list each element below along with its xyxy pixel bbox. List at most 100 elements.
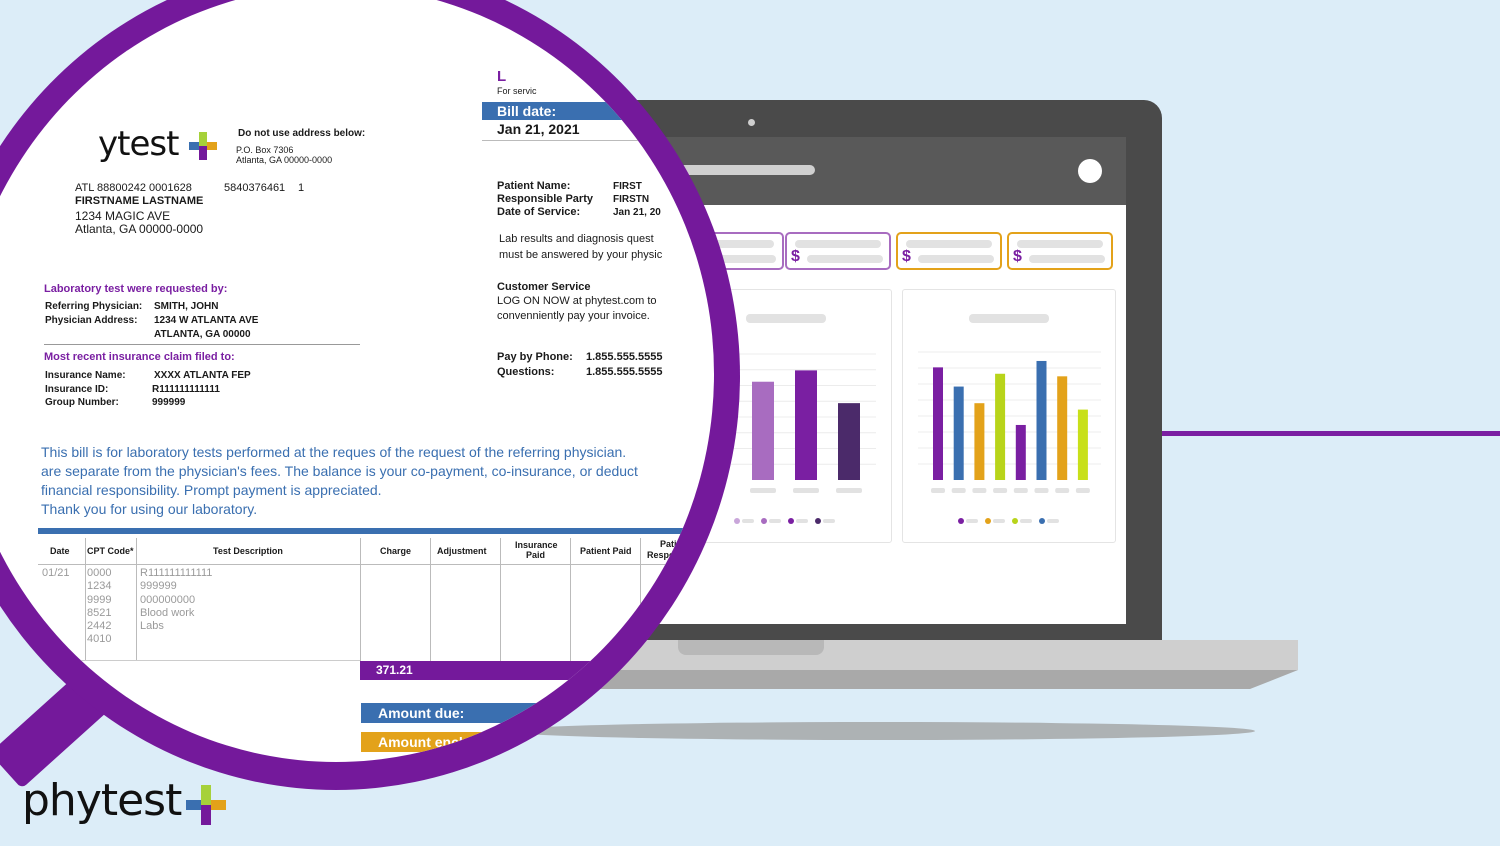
message-line-4: Thank you for using our laboratory. bbox=[41, 501, 258, 517]
table-cell: Labs bbox=[140, 620, 164, 633]
insurance-name-label: Insurance Name: bbox=[45, 370, 126, 381]
chart-bar[interactable] bbox=[933, 367, 943, 480]
camera-icon bbox=[748, 119, 755, 126]
lab-results-line1: Lab results and diagnosis quest bbox=[499, 233, 654, 245]
table-header-patient-resp-2: Respon bbox=[647, 550, 681, 560]
legend-label-placeholder bbox=[993, 519, 1005, 523]
divider bbox=[44, 344, 360, 345]
tick-label-placeholder bbox=[1075, 488, 1090, 493]
plus-logo-icon bbox=[186, 785, 226, 825]
table-header-insurance-paid-1: Insurance bbox=[515, 540, 558, 550]
message-line-1: This bill is for laboratory tests perfor… bbox=[41, 444, 627, 460]
table-cell: 9999 bbox=[87, 593, 112, 606]
chart-bar[interactable] bbox=[995, 373, 1006, 480]
chart-bar[interactable] bbox=[953, 386, 964, 480]
customer-service-line1: LOG ON NOW at phytest.com to bbox=[497, 295, 657, 307]
chart-bar[interactable] bbox=[795, 370, 817, 480]
avatar[interactable] bbox=[1078, 159, 1102, 183]
account-line: ATL 88800242 0001628 bbox=[75, 182, 192, 194]
lab-results-line2: must be answered by your physic bbox=[499, 249, 663, 261]
table-cell: 8521 bbox=[87, 606, 112, 619]
physician-address-line1: 1234 W ATLANTA AVE bbox=[154, 315, 259, 326]
date-of-service-value: Jan 21, 20 bbox=[613, 207, 661, 218]
legend-marker bbox=[734, 518, 740, 524]
bar-chart-card-right bbox=[902, 289, 1116, 543]
table-cell: 1234 bbox=[87, 580, 112, 593]
legend-label-placeholder bbox=[796, 519, 808, 523]
table-header-adjustment: Adjustment bbox=[437, 546, 487, 556]
tick-label-placeholder bbox=[1034, 488, 1049, 493]
account-count: 1 bbox=[298, 182, 305, 194]
kpi-card-2[interactable]: $ bbox=[785, 232, 891, 270]
recipient-city: Atlanta, GA 00000-0000 bbox=[75, 222, 204, 236]
dollar-icon: $ bbox=[791, 248, 800, 265]
po-city: Atlanta, GA 00000-0000 bbox=[236, 155, 333, 165]
tick-label-placeholder bbox=[951, 488, 966, 493]
chart-bar[interactable] bbox=[752, 381, 774, 480]
physician-address-line2: ATLANTA, GA 00000 bbox=[154, 329, 251, 340]
magnifier-lens: L For servic Bill date: Jan 21, 2021 yte… bbox=[0, 0, 714, 762]
table-header-patient-paid: Patient Paid bbox=[580, 546, 632, 556]
table-cell: Blood work bbox=[140, 606, 195, 619]
chart-bar[interactable] bbox=[1015, 424, 1026, 480]
chart-bar[interactable] bbox=[1036, 360, 1047, 480]
search-input-placeholder[interactable] bbox=[660, 165, 815, 175]
customer-service-label: Customer Service bbox=[497, 281, 591, 293]
table-date: 01/21 bbox=[42, 567, 70, 579]
date-of-service-label: Date of Service: bbox=[497, 206, 581, 218]
table-header-insurance-paid-2: Paid bbox=[526, 550, 546, 560]
insurance-id-value: R111111111111 bbox=[152, 384, 220, 395]
kpi-card-4[interactable]: $ bbox=[1007, 232, 1113, 270]
recipient-name: FIRSTNAME LASTNAME bbox=[75, 195, 204, 207]
for-service-text: For servic bbox=[497, 86, 537, 96]
kpi-card-3[interactable]: $ bbox=[896, 232, 1002, 270]
tick-label-placeholder bbox=[793, 488, 819, 493]
cpt-code-column: 0000 1234 9999 8521 2442 4010 bbox=[87, 567, 111, 647]
referring-physician-value: SMITH, JOHN bbox=[154, 301, 219, 312]
lab-requested-heading: Laboratory test were requested by: bbox=[44, 283, 228, 295]
chart-bar[interactable] bbox=[838, 403, 860, 480]
total-row-band bbox=[360, 661, 714, 680]
table-header-description: Test Description bbox=[213, 546, 283, 556]
table-cell: 2442 bbox=[87, 620, 112, 633]
tick-label-placeholder bbox=[993, 488, 1008, 493]
recipient-street: 1234 MAGIC AVE bbox=[75, 209, 171, 223]
pay-by-phone-value: 1.855.555.5555 bbox=[586, 351, 663, 363]
chart-bar[interactable] bbox=[974, 403, 985, 480]
physician-address-label: Physician Address: bbox=[45, 315, 138, 326]
amount-enclosed-band bbox=[361, 732, 561, 752]
responsible-party-label: Responsible Party bbox=[497, 193, 593, 205]
pay-by-phone-label: Pay by Phone: bbox=[497, 351, 573, 363]
brand-logo: phytest bbox=[22, 775, 226, 826]
document-logo-text: ytest bbox=[98, 124, 179, 164]
group-number-label: Group Number: bbox=[45, 397, 119, 408]
table-top-band bbox=[38, 528, 714, 534]
table-header-charge: Charge bbox=[380, 546, 412, 556]
po-box: P.O. Box 7306 bbox=[236, 145, 294, 155]
tick-label-placeholder bbox=[931, 488, 945, 493]
bill-date-value: Jan 21, 2021 bbox=[497, 121, 580, 137]
table-header-patient-resp-1: Patie bbox=[660, 539, 682, 549]
legend-label-placeholder bbox=[1020, 519, 1032, 523]
amount-due-label: Amount due: bbox=[378, 705, 465, 721]
tick-label-placeholder bbox=[972, 488, 987, 493]
tick-label-placeholder bbox=[836, 488, 862, 493]
chart-bar[interactable] bbox=[1077, 409, 1088, 480]
brand-logo-text: phytest bbox=[22, 775, 182, 826]
message-line-3: financial responsibility. Prompt payment… bbox=[41, 482, 382, 498]
total-charge: 371.21 bbox=[376, 663, 413, 677]
table-header-cpt: CPT Code* bbox=[87, 546, 134, 556]
amount-enclosed-label: Amount encl bbox=[378, 734, 463, 750]
bill-date-label: Bill date: bbox=[497, 103, 557, 119]
chart-bar[interactable] bbox=[1057, 376, 1068, 480]
legend-label-placeholder bbox=[1047, 519, 1059, 523]
address-notice: Do not use address below: bbox=[238, 128, 366, 139]
legend-marker bbox=[1039, 518, 1045, 524]
table-bottom-divider bbox=[38, 660, 360, 661]
decorative-line bbox=[1150, 431, 1500, 436]
table-header-divider bbox=[38, 564, 714, 565]
referring-physician-label: Referring Physician: bbox=[45, 301, 143, 312]
legend-marker bbox=[815, 518, 821, 524]
dollar-icon: $ bbox=[902, 248, 911, 265]
tick-label-placeholder bbox=[1055, 488, 1070, 493]
